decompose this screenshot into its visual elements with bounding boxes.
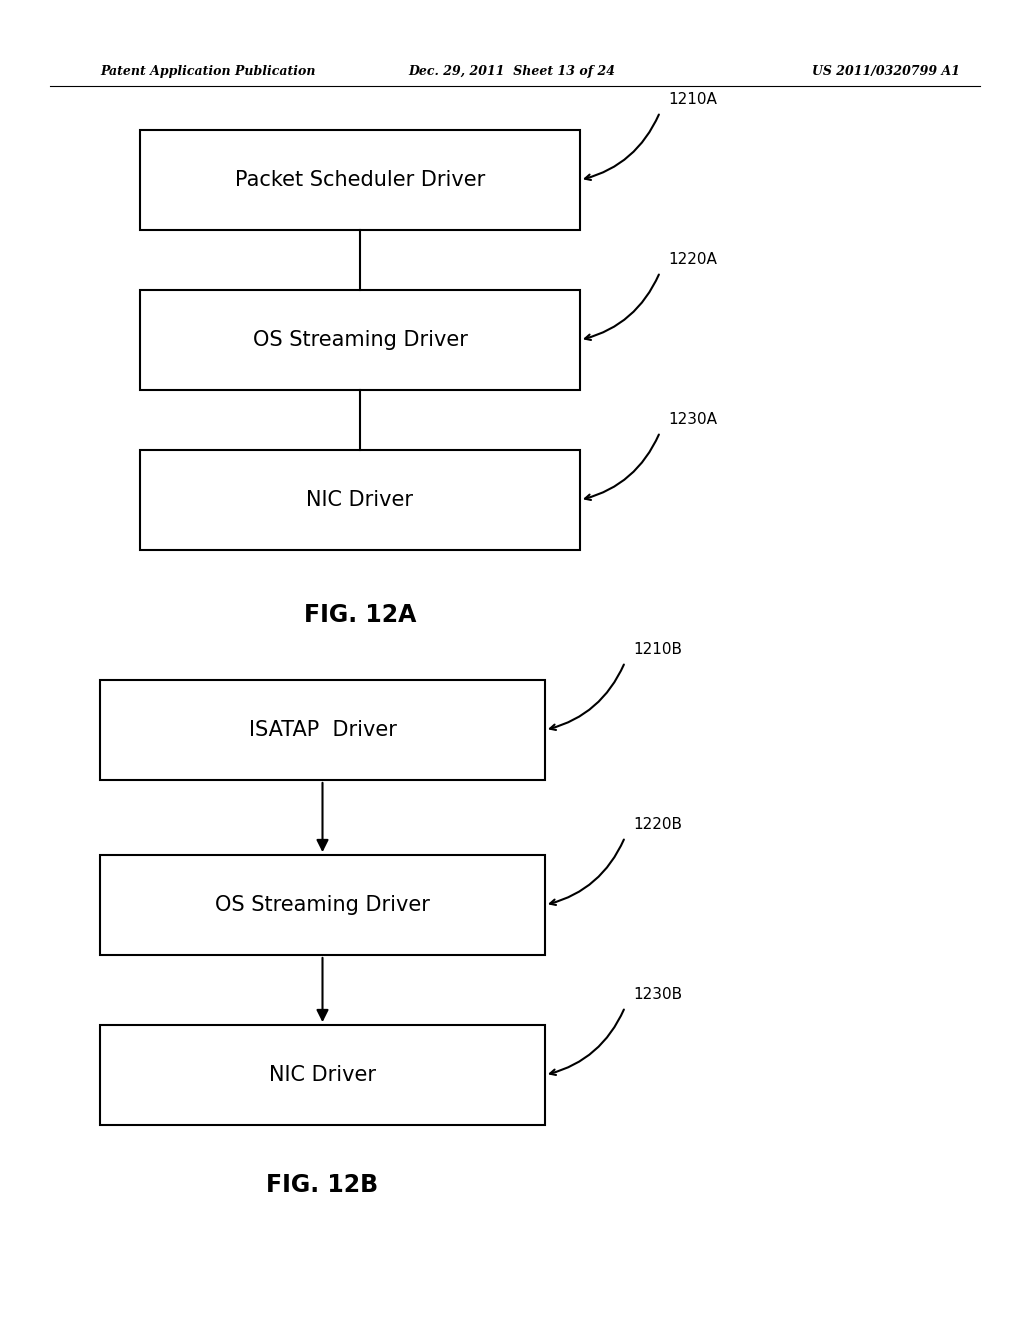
Bar [100,1026,545,1125]
Bar [100,680,545,780]
Bar [100,855,545,954]
Text: 1210A: 1210A [668,92,717,107]
Bar [140,290,580,389]
Text: Dec. 29, 2011  Sheet 13 of 24: Dec. 29, 2011 Sheet 13 of 24 [409,66,615,78]
Text: FIG. 12B: FIG. 12B [266,1173,379,1197]
Bar [140,450,580,550]
Bar [140,129,580,230]
Text: US 2011/0320799 A1: US 2011/0320799 A1 [812,66,961,78]
Text: OS Streaming Driver: OS Streaming Driver [215,895,430,915]
Text: Patent Application Publication: Patent Application Publication [100,66,315,78]
Text: 1230A: 1230A [668,412,717,426]
Text: ISATAP  Driver: ISATAP Driver [249,719,396,741]
Text: NIC Driver: NIC Driver [269,1065,376,1085]
Text: 1220B: 1220B [633,817,682,832]
Text: 1210B: 1210B [633,642,682,657]
Text: FIG. 12A: FIG. 12A [304,603,416,627]
Text: Packet Scheduler Driver: Packet Scheduler Driver [234,170,485,190]
Text: NIC Driver: NIC Driver [306,490,414,510]
Text: 1220A: 1220A [668,252,717,267]
Text: OS Streaming Driver: OS Streaming Driver [253,330,467,350]
Text: 1230B: 1230B [633,987,682,1002]
